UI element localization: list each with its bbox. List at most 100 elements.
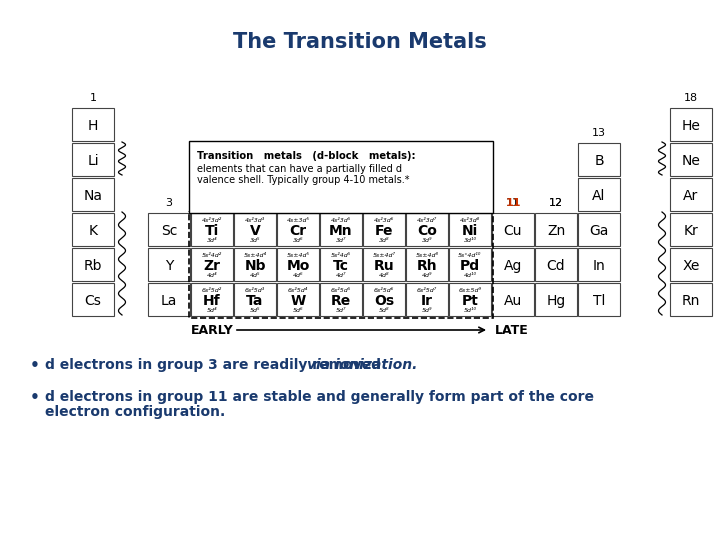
Text: 18: 18: [684, 93, 698, 103]
Text: Xe: Xe: [683, 259, 700, 273]
Text: 12: 12: [549, 198, 563, 208]
Bar: [406, 248, 448, 281]
Text: Au: Au: [504, 294, 522, 308]
Bar: [72, 178, 114, 211]
Text: 4d⁶: 4d⁶: [293, 272, 303, 277]
Bar: [449, 213, 491, 246]
Text: Rb: Rb: [84, 259, 102, 273]
Bar: [191, 283, 233, 316]
Text: 3d⁶: 3d⁶: [293, 237, 303, 242]
Text: Na: Na: [84, 189, 102, 203]
Text: 11: 11: [506, 198, 520, 208]
Text: Cu: Cu: [504, 224, 522, 238]
Text: He: He: [682, 119, 701, 133]
Text: Tc: Tc: [333, 259, 349, 273]
Bar: [148, 283, 190, 316]
Text: 6s²5d⁵: 6s²5d⁵: [331, 288, 351, 293]
Text: Ir: Ir: [421, 294, 433, 308]
Bar: [406, 213, 448, 246]
Text: 6s²5d⁶: 6s²5d⁶: [374, 288, 394, 293]
Text: 5s±4d⁷: 5s±4d⁷: [372, 253, 395, 258]
Bar: [191, 248, 233, 281]
Text: Hg: Hg: [546, 294, 566, 308]
Bar: [277, 213, 319, 246]
Text: via ionization.: via ionization.: [307, 358, 418, 372]
Text: 4s²3d²: 4s²3d²: [202, 218, 222, 223]
Text: 4s±3d⁵: 4s±3d⁵: [287, 218, 310, 223]
Bar: [670, 248, 712, 281]
Bar: [492, 283, 534, 316]
Text: 9: 9: [423, 198, 431, 208]
Text: d electrons in group 11 are stable and generally form part of the core: d electrons in group 11 are stable and g…: [45, 390, 594, 404]
Text: Tl: Tl: [593, 294, 606, 308]
Text: Ar: Ar: [683, 189, 698, 203]
Text: 3d⁹: 3d⁹: [422, 237, 432, 242]
Bar: [189, 211, 493, 318]
Text: •: •: [30, 390, 40, 405]
Text: 4s²3d⁵: 4s²3d⁵: [331, 218, 351, 223]
Text: 4d⁹: 4d⁹: [422, 272, 432, 277]
Bar: [578, 248, 620, 281]
Text: Co: Co: [417, 224, 437, 238]
Text: Ni: Ni: [462, 224, 478, 238]
Text: 4d⁵: 4d⁵: [250, 272, 260, 277]
Text: d electrons in group 3 are readily removed: d electrons in group 3 are readily remov…: [45, 358, 386, 372]
Bar: [406, 283, 448, 316]
Bar: [191, 213, 233, 246]
Text: Li: Li: [87, 154, 99, 168]
Bar: [320, 283, 362, 316]
Bar: [492, 248, 534, 281]
Bar: [449, 283, 491, 316]
Bar: [234, 213, 276, 246]
Text: Fe: Fe: [374, 224, 393, 238]
Bar: [234, 248, 276, 281]
Bar: [670, 213, 712, 246]
Bar: [320, 248, 362, 281]
Text: Mo: Mo: [287, 259, 310, 273]
Bar: [148, 248, 190, 281]
Bar: [189, 141, 493, 213]
Text: LATE: LATE: [495, 324, 528, 336]
Text: 4d⁸: 4d⁸: [379, 272, 390, 277]
Text: B: B: [594, 154, 604, 168]
Text: 3d⁴: 3d⁴: [207, 237, 217, 242]
Text: The Transition Metals: The Transition Metals: [233, 32, 487, 52]
Text: 10: 10: [463, 198, 477, 208]
Bar: [363, 213, 405, 246]
Text: EARLY: EARLY: [191, 324, 234, 336]
Text: Rn: Rn: [682, 294, 700, 308]
Text: 6s²5d⁷: 6s²5d⁷: [417, 288, 437, 293]
Text: •: •: [30, 358, 40, 373]
Text: 5: 5: [251, 198, 258, 208]
Bar: [535, 248, 577, 281]
Bar: [72, 248, 114, 281]
Bar: [578, 213, 620, 246]
Text: Ga: Ga: [589, 224, 608, 238]
Text: 4s²3d⁶: 4s²3d⁶: [374, 218, 394, 223]
Text: Al: Al: [593, 189, 606, 203]
Text: Rh: Rh: [417, 259, 437, 273]
Bar: [670, 178, 712, 211]
Bar: [72, 283, 114, 316]
Text: 5s°4d¹⁰: 5s°4d¹⁰: [459, 253, 482, 258]
Text: Os: Os: [374, 294, 394, 308]
Text: Y: Y: [165, 259, 174, 273]
Text: elements that can have a partially filled d: elements that can have a partially fille…: [197, 164, 402, 174]
Text: 4d⁷: 4d⁷: [336, 272, 346, 277]
Text: 8: 8: [380, 198, 387, 208]
Text: 4s²3d⁷: 4s²3d⁷: [417, 218, 437, 223]
Text: Ne: Ne: [682, 154, 701, 168]
Bar: [320, 213, 362, 246]
Text: 3d¹⁰: 3d¹⁰: [464, 237, 477, 242]
Text: 12: 12: [549, 198, 563, 208]
Text: V: V: [250, 224, 261, 238]
Text: 6s²5d⁴: 6s²5d⁴: [288, 288, 308, 293]
Text: 4d⁴: 4d⁴: [207, 272, 217, 277]
Text: W: W: [290, 294, 305, 308]
Text: La: La: [161, 294, 177, 308]
Text: 5d⁴: 5d⁴: [207, 307, 217, 312]
Text: 3d⁵: 3d⁵: [250, 237, 260, 242]
Text: Pd: Pd: [460, 259, 480, 273]
Text: 3: 3: [166, 198, 173, 208]
Text: Zr: Zr: [204, 259, 220, 273]
